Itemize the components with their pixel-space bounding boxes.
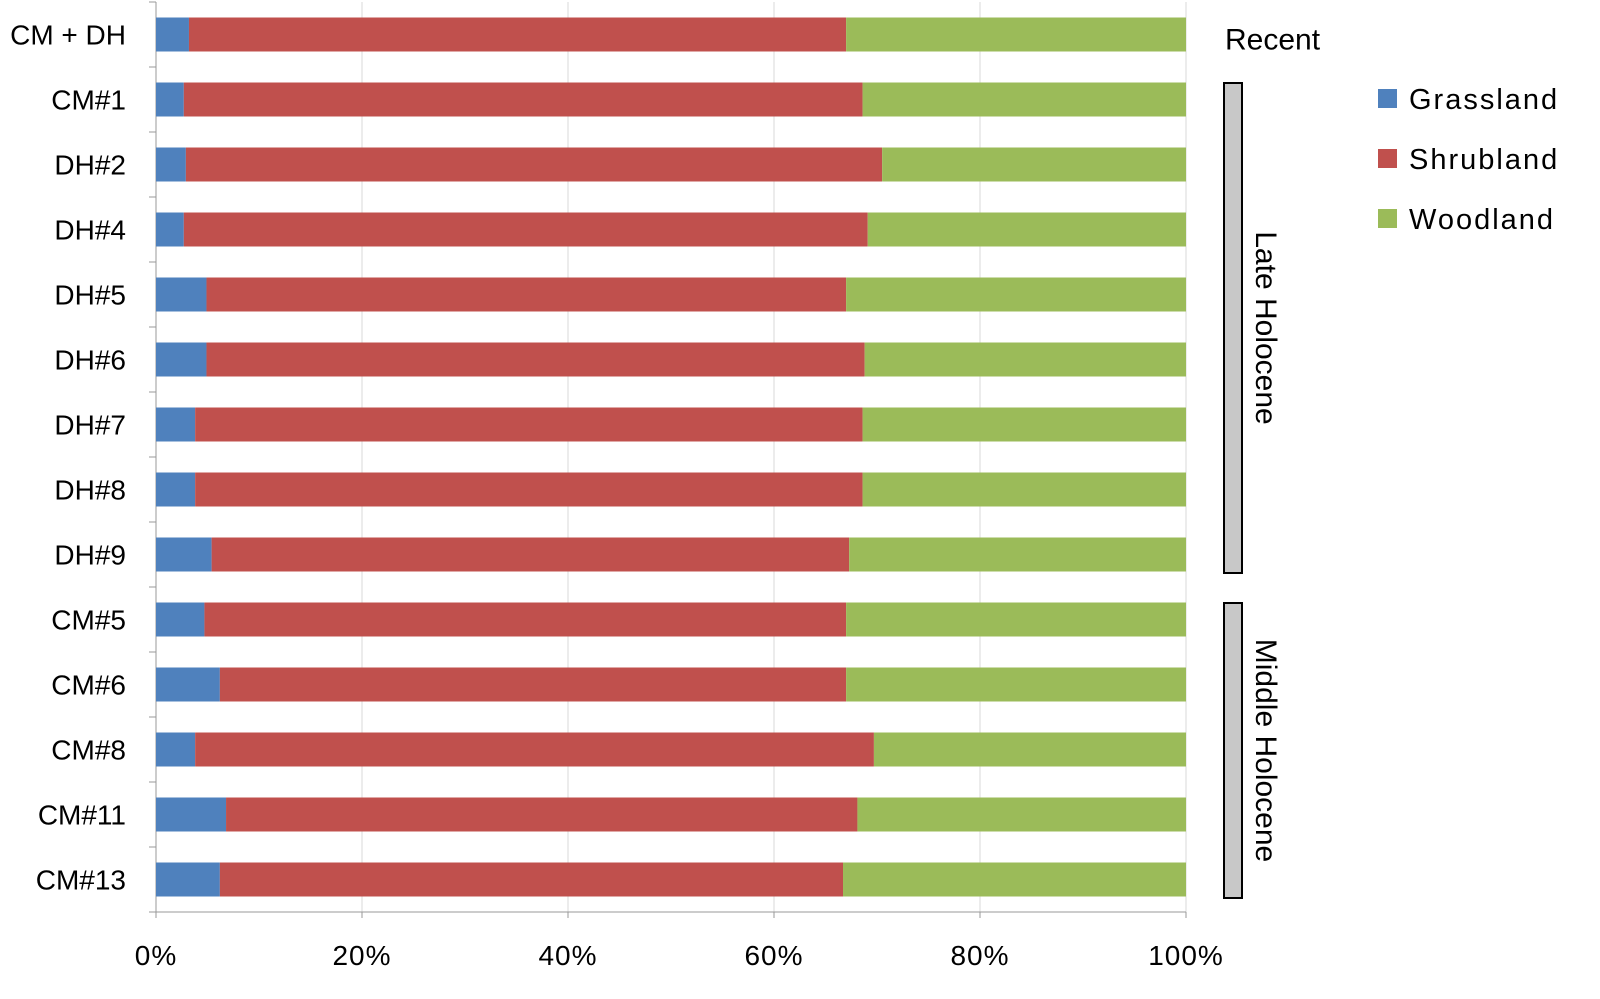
group-label: Recent: [1225, 24, 1321, 57]
legend-label: Shrubland: [1409, 144, 1559, 176]
bar-segment-woodland: [843, 862, 1186, 897]
bar-segment-grassland: [156, 537, 212, 572]
bar-segment-shrubland: [195, 732, 874, 767]
bar-segment-shrubland: [195, 472, 863, 507]
bar-segment-grassland: [156, 17, 189, 52]
bar-segment-woodland: [862, 472, 1186, 507]
bar-segment-woodland: [867, 212, 1186, 247]
bar-segment-shrubland: [226, 797, 858, 832]
bar-segment-grassland: [156, 732, 196, 767]
bar-segment-grassland: [156, 797, 227, 832]
bar-segment-grassland: [156, 277, 207, 312]
legend-swatch-grassland: [1378, 89, 1397, 108]
bar-segment-woodland: [849, 537, 1186, 572]
bar-segment-woodland: [846, 667, 1186, 702]
group-bracket: [1223, 602, 1243, 899]
bar-segment-grassland: [156, 342, 207, 377]
y-tick-label: DH#2: [54, 150, 126, 181]
y-tick-label: CM#5: [51, 605, 126, 636]
bar-segment-grassland: [156, 212, 184, 247]
y-tick-label: DH#9: [54, 540, 126, 571]
x-tick-label: 20%: [332, 940, 391, 971]
bar-segment-shrubland: [195, 407, 863, 442]
bar-segment-shrubland: [185, 147, 883, 182]
bar-segment-shrubland: [183, 82, 863, 117]
bar-segment-grassland: [156, 472, 196, 507]
bar-segment-woodland: [857, 797, 1186, 832]
bar-segment-shrubland: [219, 667, 847, 702]
x-tick-label: 0%: [135, 940, 177, 971]
group-label: Late Holocene: [1249, 231, 1282, 424]
legend-swatch-woodland: [1378, 209, 1397, 228]
bar-segment-woodland: [873, 732, 1186, 767]
bar-segment-shrubland: [219, 862, 844, 897]
x-tick-label: 80%: [950, 940, 1009, 971]
bar-segment-grassland: [156, 602, 205, 637]
group-label: Middle Holocene: [1249, 639, 1282, 862]
legend-label: Grassland: [1409, 84, 1559, 116]
bar-segment-woodland: [846, 602, 1186, 637]
bar-segment-shrubland: [204, 602, 847, 637]
bar-segment-woodland: [864, 342, 1186, 377]
bar-segment-grassland: [156, 82, 184, 117]
bar-segment-grassland: [156, 147, 186, 182]
x-tick-label: 40%: [538, 940, 597, 971]
legend-swatch-shrubland: [1378, 149, 1397, 168]
x-tick-label: 100%: [1148, 940, 1224, 971]
bar-segment-shrubland: [206, 277, 847, 312]
y-tick-label: DH#6: [54, 345, 126, 376]
bar-segment-woodland: [862, 407, 1186, 442]
bar-segment-grassland: [156, 407, 196, 442]
y-tick-label: DH#4: [54, 215, 126, 246]
y-tick-label: DH#8: [54, 475, 126, 506]
bar-segment-grassland: [156, 862, 220, 897]
y-tick-label: CM + DH: [10, 20, 126, 51]
bar-segment-shrubland: [188, 17, 847, 52]
y-tick-label: DH#5: [54, 280, 126, 311]
bar-segment-shrubland: [206, 342, 865, 377]
bar-segment-woodland: [846, 17, 1186, 52]
y-tick-label: CM#1: [51, 85, 126, 116]
y-tick-label: CM#6: [51, 670, 126, 701]
legend-label: Woodland: [1409, 204, 1555, 236]
group-bracket: [1223, 82, 1243, 574]
y-tick-label: CM#13: [36, 865, 126, 896]
bar-segment-shrubland: [211, 537, 850, 572]
bar-segment-woodland: [846, 277, 1186, 312]
y-tick-label: CM#11: [38, 800, 126, 831]
bar-segment-shrubland: [183, 212, 868, 247]
bar-segment-grassland: [156, 667, 220, 702]
y-tick-label: DH#7: [54, 410, 126, 441]
x-tick-label: 60%: [744, 940, 803, 971]
y-tick-label: CM#8: [51, 735, 126, 766]
bar-segment-woodland: [862, 82, 1186, 117]
bar-segment-woodland: [882, 147, 1186, 182]
